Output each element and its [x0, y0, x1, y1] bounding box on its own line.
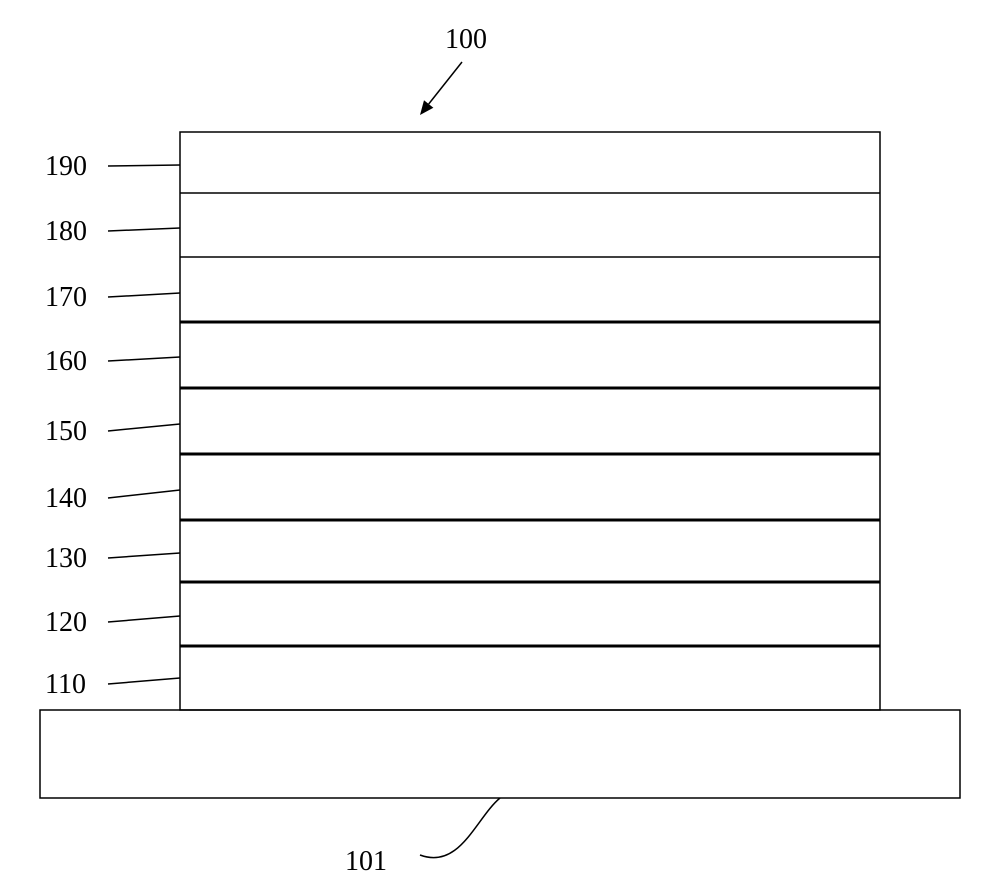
layer-label: 130 — [45, 543, 87, 574]
canvas-bg — [0, 0, 1000, 889]
layer-label: 180 — [45, 216, 87, 247]
layer-label: 170 — [45, 282, 87, 313]
layer-label: 150 — [45, 416, 87, 447]
layer-label: 140 — [45, 483, 87, 514]
layer-label: 190 — [45, 151, 87, 182]
layer-label: 160 — [45, 346, 87, 377]
layer-label: 110 — [45, 669, 86, 700]
substrate-label: 101 — [345, 846, 387, 877]
assembly-label: 100 — [445, 24, 487, 55]
leader-line — [108, 165, 180, 166]
layer-label: 120 — [45, 607, 87, 638]
